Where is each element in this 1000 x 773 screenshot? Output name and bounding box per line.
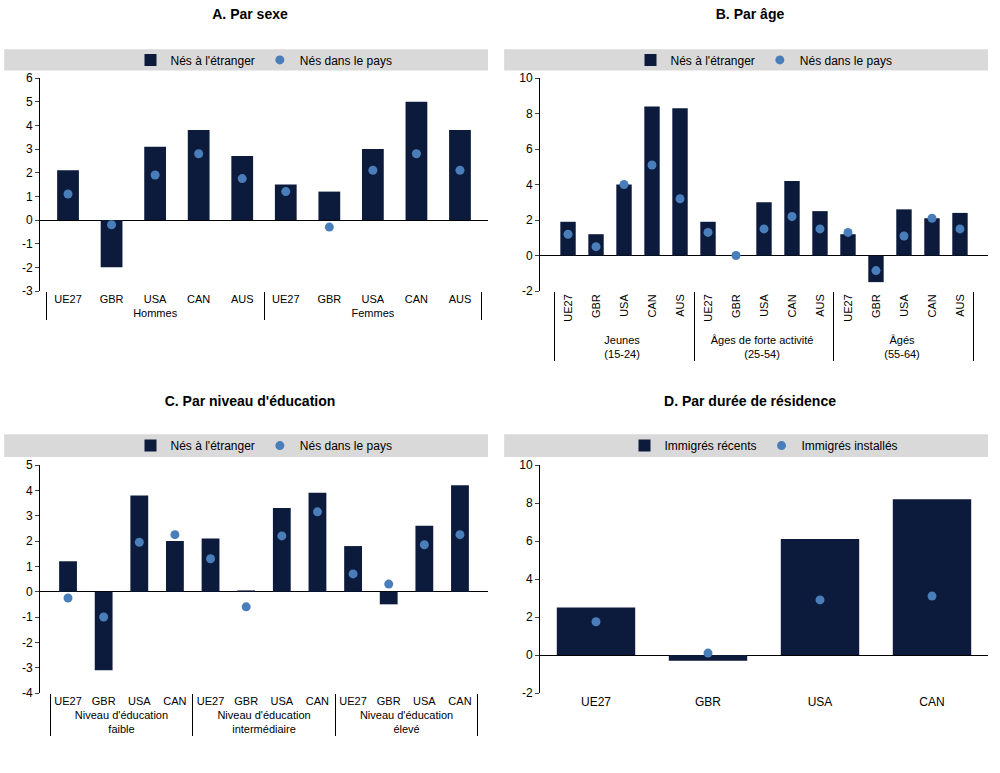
svg-text:10: 10 xyxy=(519,71,533,85)
svg-text:USA: USA xyxy=(808,695,833,709)
svg-text:USA: USA xyxy=(128,695,151,707)
svg-text:CAN: CAN xyxy=(786,294,798,317)
svg-text:Immigrés installés: Immigrés installés xyxy=(802,439,898,453)
svg-text:Jeunes(15-24): Jeunes(15-24) xyxy=(604,334,640,360)
svg-text:2: 2 xyxy=(526,213,533,227)
svg-text:CAN: CAN xyxy=(306,695,329,707)
svg-text:0: 0 xyxy=(26,213,33,227)
svg-text:AUS: AUS xyxy=(674,294,686,317)
svg-text:4: 4 xyxy=(526,572,533,586)
svg-text:UE27: UE27 xyxy=(54,695,82,707)
svg-text:USA: USA xyxy=(144,293,167,305)
svg-text:GBR: GBR xyxy=(870,294,882,318)
svg-text:6: 6 xyxy=(526,534,533,548)
svg-text:CAN: CAN xyxy=(919,695,944,709)
svg-text:GBR: GBR xyxy=(730,294,742,318)
svg-text:Niveau d'éducationfaible: Niveau d'éducationfaible xyxy=(75,709,168,735)
svg-text:0: 0 xyxy=(526,648,533,662)
svg-text:4: 4 xyxy=(26,119,33,133)
svg-text:5: 5 xyxy=(26,458,33,472)
svg-text:1: 1 xyxy=(26,559,33,573)
svg-text:5: 5 xyxy=(26,95,33,109)
svg-text:UE27: UE27 xyxy=(339,695,367,707)
svg-text:Âges de forte activité(25-54): Âges de forte activité(25-54) xyxy=(711,334,814,360)
svg-text:A. Par sexe: A. Par sexe xyxy=(212,6,288,22)
svg-text:USA: USA xyxy=(618,294,630,317)
svg-text:-1: -1 xyxy=(22,237,33,251)
svg-text:USA: USA xyxy=(271,695,294,707)
svg-text:UE27: UE27 xyxy=(842,294,854,322)
svg-text:Nés dans le pays: Nés dans le pays xyxy=(800,54,892,68)
svg-text:GBR: GBR xyxy=(590,294,602,318)
svg-text:Immigrés récents: Immigrés récents xyxy=(665,439,757,453)
svg-text:AUS: AUS xyxy=(231,293,254,305)
svg-text:-1: -1 xyxy=(22,610,33,624)
svg-text:0: 0 xyxy=(526,249,533,263)
svg-text:1: 1 xyxy=(26,190,33,204)
svg-text:-2: -2 xyxy=(522,284,533,298)
svg-text:Nés à l'étranger: Nés à l'étranger xyxy=(171,54,255,68)
svg-text:UE27: UE27 xyxy=(54,293,82,305)
svg-text:D. Par durée de résidence: D. Par durée de résidence xyxy=(664,393,836,409)
svg-text:Femmes: Femmes xyxy=(351,307,394,319)
svg-text:Nés à l'étranger: Nés à l'étranger xyxy=(171,439,255,453)
svg-text:4: 4 xyxy=(526,178,533,192)
svg-text:GBR: GBR xyxy=(695,695,721,709)
svg-text:CAN: CAN xyxy=(405,293,428,305)
svg-text:AUS: AUS xyxy=(814,294,826,317)
svg-text:Nés dans le pays: Nés dans le pays xyxy=(300,439,392,453)
svg-text:CAN: CAN xyxy=(646,294,658,317)
svg-text:Hommes: Hommes xyxy=(133,307,178,319)
svg-text:CAN: CAN xyxy=(187,293,210,305)
svg-text:-2: -2 xyxy=(522,686,533,700)
svg-text:4: 4 xyxy=(26,483,33,497)
svg-text:AUS: AUS xyxy=(449,293,472,305)
svg-text:USA: USA xyxy=(413,695,436,707)
svg-text:B. Par âge: B. Par âge xyxy=(716,6,785,22)
svg-text:2: 2 xyxy=(26,534,33,548)
svg-text:USA: USA xyxy=(898,294,910,317)
svg-text:GBR: GBR xyxy=(92,695,116,707)
svg-text:6: 6 xyxy=(26,71,33,85)
svg-text:Nés à l'étranger: Nés à l'étranger xyxy=(671,54,755,68)
svg-text:USA: USA xyxy=(362,293,385,305)
svg-text:Âgés(55-64): Âgés(55-64) xyxy=(884,334,919,360)
svg-text:0: 0 xyxy=(26,584,33,598)
svg-text:-4: -4 xyxy=(22,686,33,700)
svg-text:GBR: GBR xyxy=(100,293,124,305)
svg-text:Niveau d'éducationintermédiair: Niveau d'éducationintermédiaire xyxy=(217,709,310,735)
svg-text:USA: USA xyxy=(758,294,770,317)
svg-text:2: 2 xyxy=(526,610,533,624)
svg-text:C. Par niveau d'éducation: C. Par niveau d'éducation xyxy=(165,393,336,409)
svg-text:GBR: GBR xyxy=(234,695,258,707)
svg-text:GBR: GBR xyxy=(317,293,341,305)
svg-text:8: 8 xyxy=(526,496,533,510)
svg-text:-2: -2 xyxy=(22,261,33,275)
svg-text:Niveau d'éducationélevé: Niveau d'éducationélevé xyxy=(360,709,453,735)
svg-text:Nés dans le pays: Nés dans le pays xyxy=(300,54,392,68)
svg-text:-3: -3 xyxy=(22,660,33,674)
svg-text:CAN: CAN xyxy=(163,695,186,707)
svg-text:GBR: GBR xyxy=(377,695,401,707)
svg-text:3: 3 xyxy=(26,508,33,522)
svg-text:AUS: AUS xyxy=(954,294,966,317)
svg-text:3: 3 xyxy=(26,142,33,156)
svg-text:-2: -2 xyxy=(22,635,33,649)
svg-text:8: 8 xyxy=(526,107,533,121)
svg-text:UE27: UE27 xyxy=(702,294,714,322)
svg-text:UE27: UE27 xyxy=(581,695,611,709)
svg-text:6: 6 xyxy=(526,142,533,156)
svg-text:CAN: CAN xyxy=(926,294,938,317)
svg-text:CAN: CAN xyxy=(448,695,471,707)
svg-text:UE27: UE27 xyxy=(272,293,300,305)
svg-text:10: 10 xyxy=(519,458,533,472)
svg-text:2: 2 xyxy=(26,166,33,180)
svg-text:UE27: UE27 xyxy=(562,294,574,322)
svg-text:UE27: UE27 xyxy=(197,695,225,707)
svg-text:-3: -3 xyxy=(22,284,33,298)
